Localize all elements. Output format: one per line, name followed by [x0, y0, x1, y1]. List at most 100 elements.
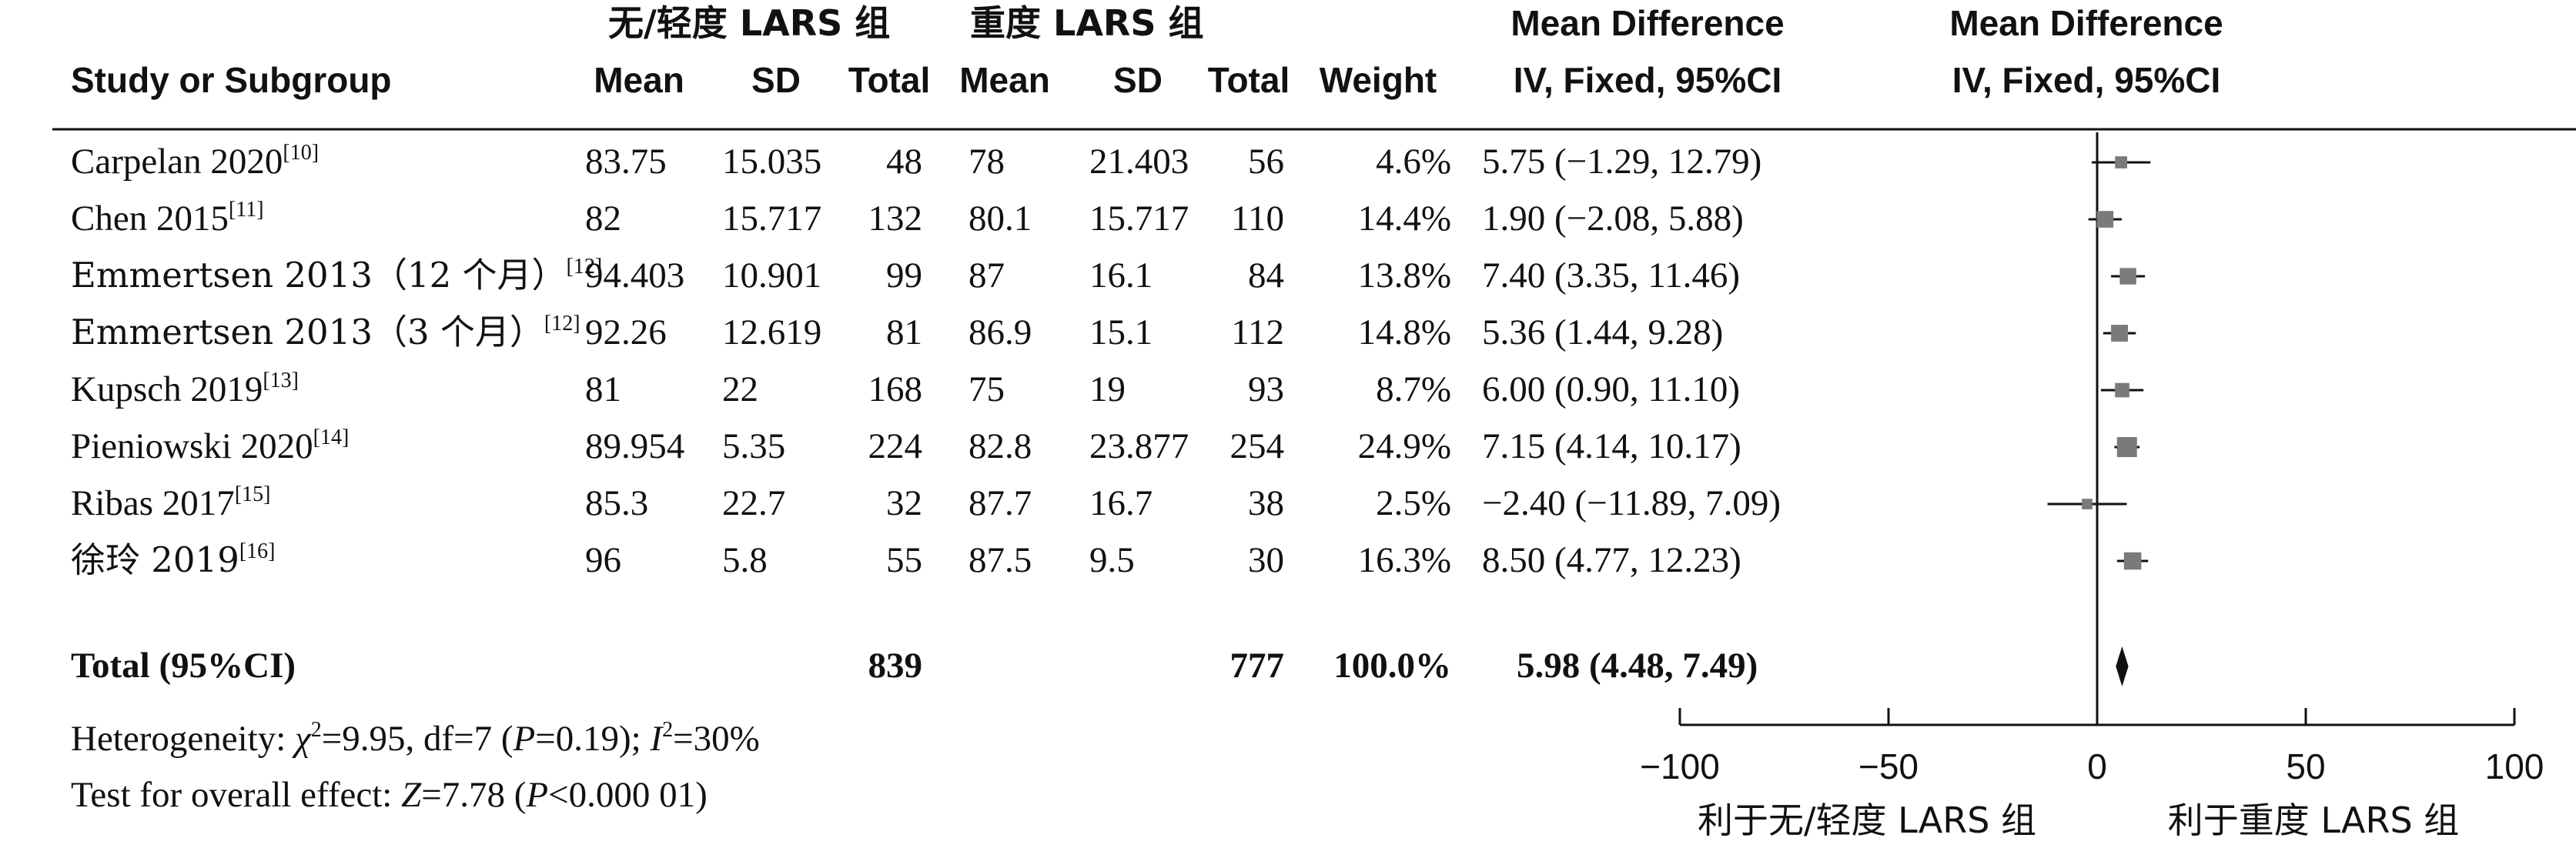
mean2-cell: 87.7 — [969, 483, 1032, 523]
total1-cell: 168 — [868, 369, 923, 409]
weight-cell: 4.6% — [1376, 142, 1451, 182]
weight-cell: 16.3% — [1358, 540, 1451, 580]
sd1-cell: 5.8 — [722, 540, 768, 580]
sd1-cell: 10.901 — [722, 255, 821, 295]
mean2-cell: 87.5 — [969, 540, 1032, 580]
total1-cell: 99 — [886, 255, 922, 295]
total2-cell: 84 — [1248, 255, 1284, 295]
sd2-cell: 16.7 — [1089, 483, 1153, 523]
forest-graphic — [2047, 132, 2151, 712]
axis-tick-label: −100 — [1640, 746, 1720, 786]
favours-right-label: 利于重度 LARS 组 — [2168, 800, 2460, 841]
axis-tick-label: 50 — [2286, 746, 2325, 786]
mean1-header: Mean — [594, 60, 684, 100]
mean1-cell: 89.954 — [585, 426, 684, 466]
mean2-header: Mean — [959, 60, 1050, 100]
x-axis: −100 −50 0 50 100 — [1640, 708, 2544, 786]
total-row: Total (95%CI) 839 777 100.0% 5.98 (4.48, 7.4… — [71, 646, 1758, 686]
md-column-title: Mean Difference — [1510, 3, 1784, 43]
effect-square — [2096, 211, 2114, 228]
total2-cell: 93 — [1248, 369, 1284, 409]
sd2-cell: 9.5 — [1089, 540, 1135, 580]
effect-square — [2116, 437, 2137, 457]
mean1-cell: 85.3 — [585, 483, 648, 523]
md-method-header: IV, Fixed, 95%CI — [1514, 60, 1782, 100]
weight-cell: 24.9% — [1358, 426, 1451, 466]
total1-cell: 32 — [886, 483, 922, 523]
sd2-cell: 19 — [1089, 369, 1126, 409]
weight-cell: 8.7% — [1376, 369, 1451, 409]
plot-column-title: Mean Difference — [1949, 3, 2223, 43]
total1-header: Total — [848, 60, 930, 100]
study-name: Chen 2015[11] — [71, 198, 264, 239]
favours-left-label: 利于无/轻度 LARS 组 — [1698, 800, 2036, 841]
ci-cell: 7.15 (4.14, 10.17) — [1482, 426, 1741, 466]
mean1-cell: 92.26 — [585, 312, 667, 352]
mean1-cell: 83.75 — [585, 142, 667, 182]
ci-cell: 5.75 (−1.29, 12.79) — [1482, 142, 1761, 182]
mean2-cell: 82.8 — [969, 426, 1032, 466]
sd2-header: SD — [1113, 60, 1163, 100]
study-rows: Carpelan 2020[10] 83.75 15.035 48 78 21.403 56… — [71, 141, 1781, 580]
overall-effect-text: Test for overall effect: Z=7.78 (P<0.000… — [71, 775, 708, 815]
group2-header: 重度 LARS 组 — [970, 2, 1204, 44]
study-name: Pieniowski 2020[14] — [71, 426, 349, 466]
total1-cell: 55 — [886, 540, 922, 580]
sd2-cell: 15.717 — [1089, 199, 1189, 239]
total1-sum: 839 — [868, 646, 923, 686]
effect-square — [2115, 382, 2129, 398]
mean1-cell: 94.403 — [585, 255, 684, 295]
mean1-cell: 81 — [585, 369, 621, 409]
total1-cell: 81 — [886, 312, 922, 352]
effect-square — [2119, 268, 2136, 285]
heterogeneity-text: Heterogeneity: χ2=9.95, df=7 (P=0.19); I… — [71, 718, 760, 759]
mean2-cell: 75 — [969, 369, 1005, 409]
total1-cell: 224 — [868, 426, 923, 466]
axis-tick-label: 100 — [2485, 746, 2544, 786]
sd1-cell: 15.035 — [722, 142, 821, 182]
study-name: Carpelan 2020[10] — [71, 141, 319, 182]
total-weight: 100.0% — [1333, 646, 1451, 686]
study-name: Emmertsen 2013（12 个月）[12] — [71, 255, 602, 295]
weight-cell: 14.8% — [1358, 312, 1451, 352]
study-name: Emmertsen 2013（3 个月）[12] — [71, 312, 580, 352]
ci-cell: 1.90 (−2.08, 5.88) — [1482, 199, 1744, 239]
effect-square — [2115, 156, 2128, 169]
weight-cell: 13.8% — [1358, 255, 1451, 295]
plot-method-header: IV, Fixed, 95%CI — [1952, 60, 2221, 100]
ci-cell: 5.36 (1.44, 9.28) — [1482, 312, 1723, 352]
sd1-cell: 5.35 — [722, 426, 785, 466]
total2-sum: 777 — [1230, 646, 1285, 686]
study-row: Kupsch 2019[13] 81 22 168 75 19 93 8.7% 6.00 (0.… — [71, 369, 1740, 409]
mean1-cell: 96 — [585, 540, 621, 580]
weight-header: Weight — [1320, 60, 1437, 100]
study-name: 徐玲 2019[16] — [71, 539, 275, 580]
sd2-cell: 23.877 — [1089, 426, 1189, 466]
total2-cell: 38 — [1248, 483, 1284, 523]
ci-cell: 7.40 (3.35, 11.46) — [1482, 255, 1740, 295]
study-row: Carpelan 2020[10] 83.75 15.035 48 78 21.403 56… — [71, 141, 1761, 182]
study-row: Chen 2015[11] 82 15.717 132 80.1 15.717 110 14.… — [71, 198, 1744, 239]
total2-cell: 112 — [1231, 312, 1284, 352]
total1-cell: 132 — [868, 199, 923, 239]
sd1-cell: 22 — [722, 369, 758, 409]
weight-cell: 2.5% — [1376, 483, 1451, 523]
sd1-cell: 12.619 — [722, 312, 821, 352]
sd1-cell: 22.7 — [722, 483, 785, 523]
effect-square — [2082, 499, 2093, 509]
effect-square — [2123, 552, 2142, 570]
ci-cell: 8.50 (4.77, 12.23) — [1482, 540, 1741, 580]
total2-cell: 110 — [1231, 199, 1284, 239]
study-row: Emmertsen 2013（3 个月）[12] 92.26 12.619 81 86.… — [71, 312, 1723, 352]
total2-cell: 30 — [1248, 540, 1284, 580]
study-row: Emmertsen 2013（12 个月）[12]94.403 10.901 99 8… — [71, 255, 1740, 295]
study-name: Ribas 2017[15] — [71, 482, 270, 523]
study-row: Pieniowski 2020[14] 89.954 5.35 224 82.8 23.8… — [71, 426, 1741, 466]
sd2-cell: 15.1 — [1089, 312, 1153, 352]
sd1-cell: 15.717 — [722, 199, 821, 239]
ci-cell: 6.00 (0.90, 11.10) — [1482, 369, 1740, 409]
study-name: Kupsch 2019[13] — [71, 369, 299, 409]
total2-header: Total — [1208, 60, 1290, 100]
study-column-header: Study or Subgroup — [71, 60, 392, 100]
